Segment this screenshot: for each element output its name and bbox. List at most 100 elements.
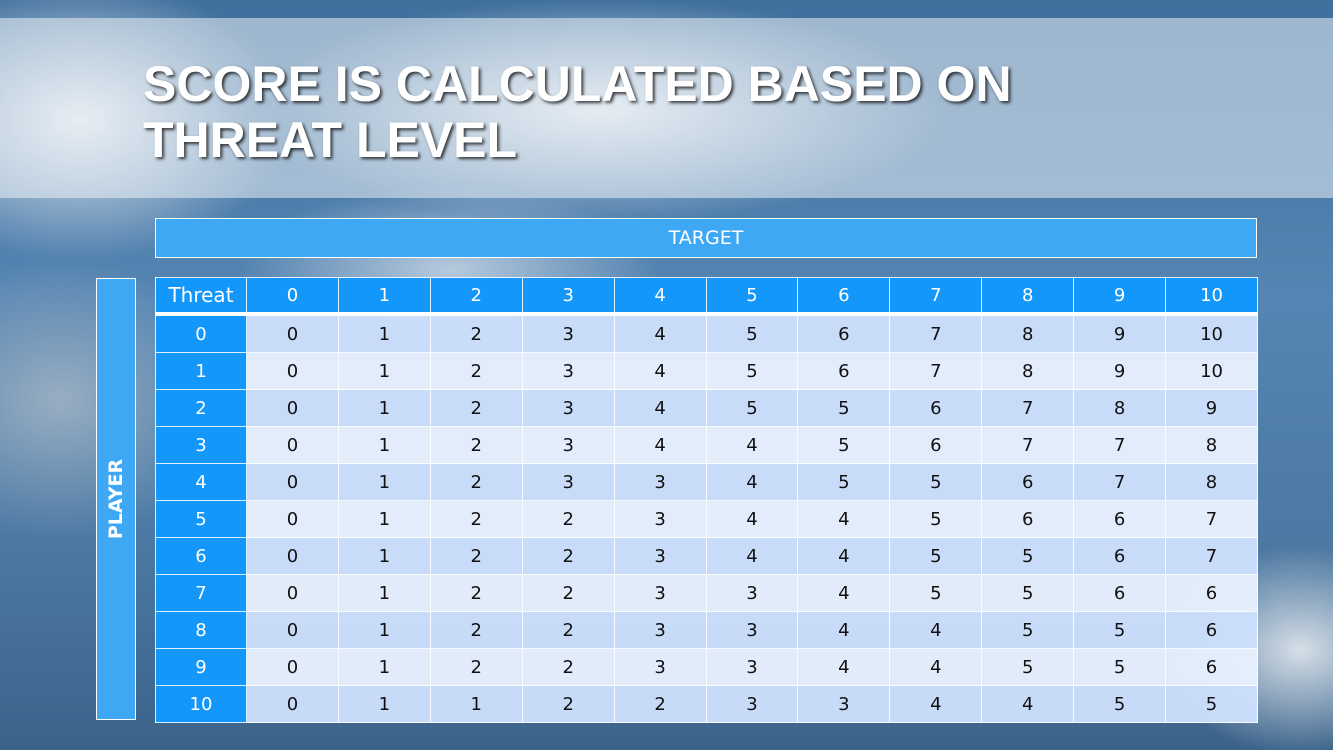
- score-cell: 1: [337, 611, 431, 649]
- title-band: [0, 18, 1333, 198]
- score-cell: 10: [1165, 352, 1258, 390]
- score-cell: 1: [337, 426, 431, 464]
- score-cell: 10: [1165, 313, 1258, 353]
- score-cell: 6: [1165, 574, 1258, 612]
- score-cell: 5: [797, 426, 891, 464]
- score-cell: 3: [613, 611, 707, 649]
- score-cell: 3: [613, 463, 707, 501]
- column-header: 6: [797, 277, 891, 316]
- table-row: 10 0 1 1 2 2 3 3 4 4 5 5: [155, 685, 1258, 723]
- score-cell: 4: [889, 611, 983, 649]
- score-cell: 4: [797, 500, 891, 538]
- score-cell: 3: [705, 574, 799, 612]
- score-cell: 7: [1073, 463, 1167, 501]
- score-cell: 5: [889, 463, 983, 501]
- target-axis-label: TARGET: [155, 218, 1257, 258]
- score-cell: 3: [613, 537, 707, 575]
- score-cell: 2: [429, 537, 523, 575]
- row-header: 3: [155, 426, 247, 464]
- score-cell: 2: [429, 463, 523, 501]
- column-header: 4: [613, 277, 707, 316]
- score-cell: 1: [337, 685, 431, 723]
- score-cell: 3: [797, 685, 891, 723]
- score-cell: 4: [889, 648, 983, 686]
- score-cell: 5: [981, 537, 1075, 575]
- score-cell: 5: [981, 574, 1075, 612]
- score-cell: 2: [429, 426, 523, 464]
- score-cell: 5: [1165, 685, 1258, 723]
- score-cell: 5: [797, 389, 891, 427]
- score-cell: 7: [1165, 537, 1258, 575]
- score-cell: 4: [613, 389, 707, 427]
- score-cell: 4: [613, 352, 707, 390]
- score-cell: 7: [889, 313, 983, 353]
- row-header: 2: [155, 389, 247, 427]
- score-cell: 0: [246, 352, 339, 390]
- score-cell: 1: [337, 648, 431, 686]
- column-header: 2: [429, 277, 523, 316]
- score-cell: 3: [521, 352, 615, 390]
- score-cell: 2: [521, 685, 615, 723]
- row-header: 9: [155, 648, 247, 686]
- score-cell: 6: [1165, 611, 1258, 649]
- score-cell: 4: [613, 313, 707, 353]
- score-cell: 0: [246, 611, 339, 649]
- score-cell: 5: [981, 611, 1075, 649]
- score-cell: 5: [705, 352, 799, 390]
- score-cell: 6: [981, 463, 1075, 501]
- score-cell: 3: [705, 685, 799, 723]
- score-cell: 1: [337, 352, 431, 390]
- score-cell: 9: [1073, 313, 1167, 353]
- score-cell: 3: [705, 648, 799, 686]
- score-cell: 4: [797, 648, 891, 686]
- score-cell: 7: [889, 352, 983, 390]
- score-cell: 5: [705, 389, 799, 427]
- score-cell: 2: [521, 574, 615, 612]
- row-header: 10: [155, 685, 247, 723]
- score-cell: 6: [889, 426, 983, 464]
- score-cell: 2: [429, 648, 523, 686]
- score-cell: 4: [797, 537, 891, 575]
- score-cell: 2: [521, 500, 615, 538]
- score-cell: 5: [1073, 685, 1167, 723]
- score-cell: 2: [613, 685, 707, 723]
- score-cell: 2: [521, 611, 615, 649]
- score-cell: 0: [246, 426, 339, 464]
- score-cell: 6: [797, 313, 891, 353]
- score-cell: 8: [981, 313, 1075, 353]
- column-header: 5: [705, 277, 799, 316]
- score-cell: 5: [889, 574, 983, 612]
- score-cell: 0: [246, 574, 339, 612]
- score-cell: 2: [521, 537, 615, 575]
- score-cell: 4: [797, 611, 891, 649]
- score-cell: 1: [337, 463, 431, 501]
- score-cell: 3: [521, 389, 615, 427]
- score-cell: 4: [981, 685, 1075, 723]
- score-cell: 3: [521, 426, 615, 464]
- score-cell: 7: [981, 389, 1075, 427]
- row-header: 7: [155, 574, 247, 612]
- column-header: 7: [889, 277, 983, 316]
- score-cell: 2: [429, 389, 523, 427]
- player-axis-label: PLAYER: [96, 278, 136, 720]
- score-cell: 3: [521, 463, 615, 501]
- score-cell: 5: [889, 500, 983, 538]
- score-cell: 0: [246, 648, 339, 686]
- score-cell: 4: [613, 426, 707, 464]
- score-cell: 3: [613, 500, 707, 538]
- row-header: 4: [155, 463, 247, 501]
- score-cell: 0: [246, 389, 339, 427]
- score-cell: 2: [429, 611, 523, 649]
- score-cell: 6: [1165, 648, 1258, 686]
- row-header: 8: [155, 611, 247, 649]
- score-cell: 6: [797, 352, 891, 390]
- score-cell: 8: [1165, 426, 1258, 464]
- score-cell: 8: [981, 352, 1075, 390]
- score-cell: 3: [613, 648, 707, 686]
- row-header: 5: [155, 500, 247, 538]
- score-cell: 5: [981, 648, 1075, 686]
